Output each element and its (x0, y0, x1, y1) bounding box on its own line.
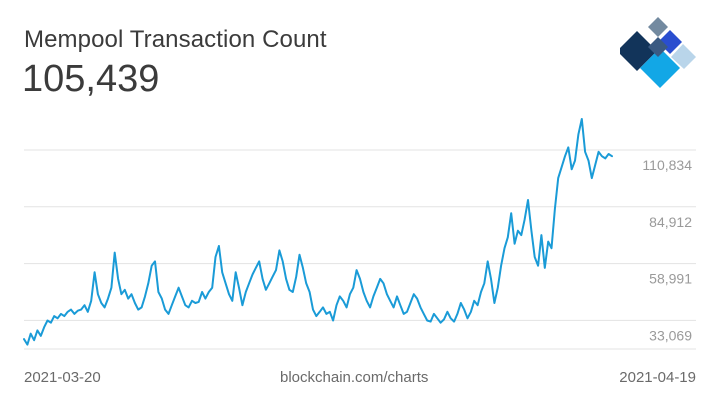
logo-tile-left (620, 31, 657, 71)
y-axis-labels: 33,069 58,991 84,912 110,834 (642, 157, 692, 343)
blockchain-logo-icon (620, 17, 696, 88)
chart-title: Mempool Transaction Count (24, 26, 327, 53)
grid-layer (24, 149, 696, 350)
source-link[interactable]: blockchain.com/charts (280, 369, 429, 386)
y-tick-label-3: 110,834 (642, 157, 692, 173)
y-tick-label-0: 33,069 (649, 327, 692, 343)
series-line-0 (23, 118, 613, 346)
y-tick-label-2: 84,912 (649, 214, 692, 230)
current-value: 105,439 (22, 58, 160, 100)
logo-tile-center (648, 37, 668, 57)
logo-tile-top (648, 17, 668, 37)
logo-tile-right (671, 44, 696, 69)
x-axis-end-date: 2021-04-19 (619, 369, 696, 386)
x-axis-start-date: 2021-03-20 (24, 369, 101, 386)
series-layer (23, 118, 613, 346)
logo-tile-bottom (640, 48, 680, 88)
y-tick-label-1: 58,991 (649, 271, 692, 287)
